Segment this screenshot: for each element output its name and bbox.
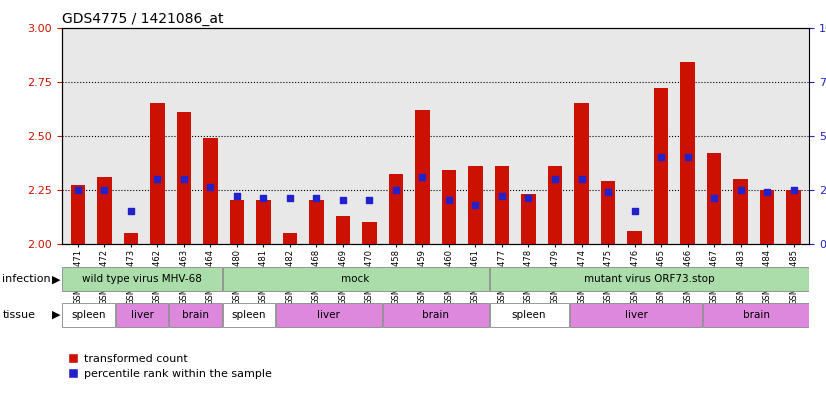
Point bbox=[151, 176, 164, 182]
Point bbox=[496, 193, 509, 199]
Text: brain: brain bbox=[743, 310, 770, 320]
Bar bbox=[383, 303, 488, 327]
Bar bbox=[223, 303, 275, 327]
Bar bbox=[63, 303, 115, 327]
Point bbox=[707, 195, 720, 201]
Bar bbox=[760, 189, 774, 244]
Text: brain: brain bbox=[422, 310, 449, 320]
Text: ▶: ▶ bbox=[52, 310, 60, 320]
Bar bbox=[653, 88, 668, 244]
Point bbox=[734, 186, 748, 193]
Bar bbox=[681, 62, 695, 244]
Point bbox=[71, 186, 84, 193]
Point bbox=[230, 193, 244, 199]
Bar bbox=[601, 181, 615, 244]
Bar bbox=[570, 303, 702, 327]
Bar bbox=[495, 166, 510, 244]
Point bbox=[363, 197, 376, 204]
Point bbox=[310, 195, 323, 201]
Bar bbox=[63, 267, 221, 292]
Bar bbox=[468, 166, 482, 244]
Point bbox=[257, 195, 270, 201]
Point bbox=[178, 176, 191, 182]
Bar bbox=[703, 303, 809, 327]
Bar bbox=[309, 200, 324, 244]
Text: tissue: tissue bbox=[2, 310, 36, 320]
Point bbox=[654, 154, 667, 160]
Point bbox=[283, 195, 297, 201]
Bar bbox=[733, 179, 748, 244]
Point bbox=[787, 186, 800, 193]
Point bbox=[443, 197, 456, 204]
Bar bbox=[442, 170, 456, 244]
Bar bbox=[70, 185, 85, 244]
Point bbox=[469, 202, 482, 208]
Point bbox=[522, 195, 535, 201]
Text: ▶: ▶ bbox=[52, 274, 60, 285]
Point bbox=[761, 189, 774, 195]
Point bbox=[124, 208, 137, 214]
Bar bbox=[150, 103, 164, 244]
Bar bbox=[97, 176, 112, 244]
Text: liver: liver bbox=[624, 310, 648, 320]
Bar bbox=[256, 200, 271, 244]
Bar bbox=[230, 200, 244, 244]
Point bbox=[389, 186, 402, 193]
Bar bbox=[786, 189, 801, 244]
Bar bbox=[335, 215, 350, 244]
Text: spleen: spleen bbox=[512, 310, 547, 320]
Point bbox=[548, 176, 562, 182]
Text: liver: liver bbox=[317, 310, 340, 320]
Bar bbox=[223, 267, 488, 292]
Bar bbox=[490, 303, 568, 327]
Bar bbox=[116, 303, 169, 327]
Text: brain: brain bbox=[182, 310, 209, 320]
Text: mutant virus ORF73.stop: mutant virus ORF73.stop bbox=[584, 274, 714, 285]
Bar bbox=[169, 303, 221, 327]
Text: wild type virus MHV-68: wild type virus MHV-68 bbox=[82, 274, 202, 285]
Bar bbox=[203, 138, 218, 244]
Point bbox=[204, 184, 217, 191]
Bar bbox=[362, 222, 377, 244]
Legend: transformed count, percentile rank within the sample: transformed count, percentile rank withi… bbox=[64, 349, 277, 384]
Bar bbox=[627, 231, 642, 244]
Bar bbox=[282, 233, 297, 244]
Point bbox=[601, 189, 615, 195]
Point bbox=[97, 186, 111, 193]
Text: mock: mock bbox=[341, 274, 370, 285]
Point bbox=[681, 154, 694, 160]
Text: spleen: spleen bbox=[71, 310, 106, 320]
Point bbox=[628, 208, 641, 214]
Text: liver: liver bbox=[131, 310, 154, 320]
Bar bbox=[389, 174, 403, 244]
Bar bbox=[574, 103, 589, 244]
Point bbox=[575, 176, 588, 182]
Point bbox=[336, 197, 349, 204]
Bar bbox=[548, 166, 563, 244]
Bar bbox=[177, 112, 191, 244]
Bar bbox=[521, 194, 536, 244]
Bar bbox=[415, 110, 430, 244]
Bar bbox=[276, 303, 382, 327]
Text: GDS4775 / 1421086_at: GDS4775 / 1421086_at bbox=[62, 12, 224, 26]
Text: spleen: spleen bbox=[231, 310, 266, 320]
Bar bbox=[124, 233, 138, 244]
Text: infection: infection bbox=[2, 274, 51, 285]
Bar bbox=[490, 267, 809, 292]
Point bbox=[415, 173, 429, 180]
Bar bbox=[707, 153, 721, 244]
